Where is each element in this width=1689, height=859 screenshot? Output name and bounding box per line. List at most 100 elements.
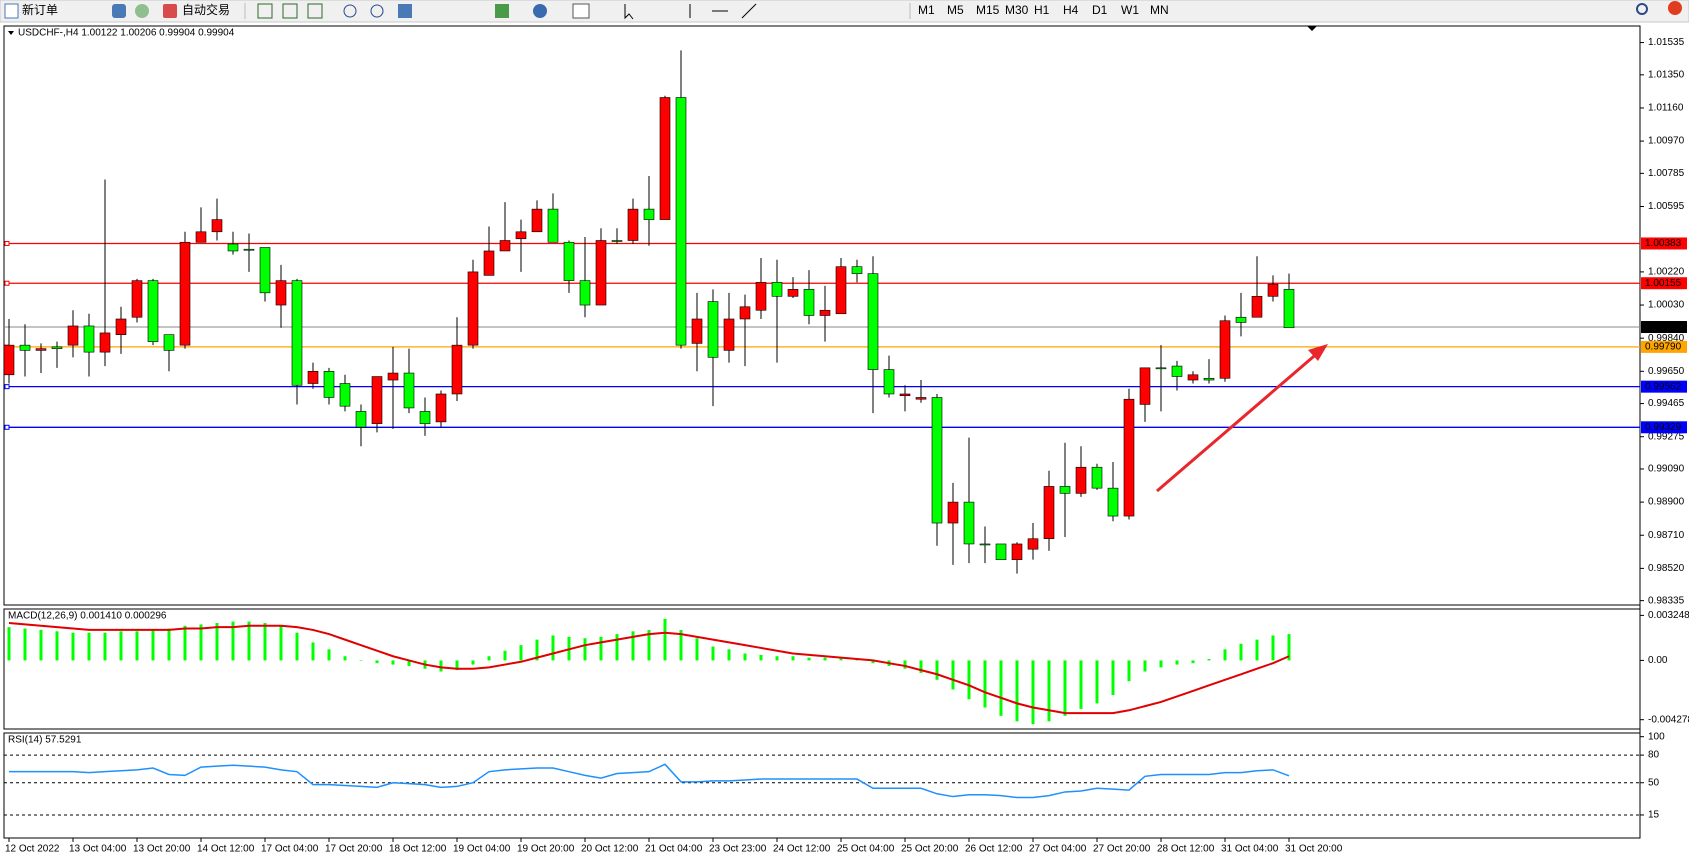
tile-icon[interactable]: [398, 4, 412, 18]
templates-icon[interactable]: [572, 3, 590, 19]
macd-bar: [999, 660, 1003, 716]
y-tick-label: 80: [1648, 750, 1660, 761]
candle-body: [1011, 543, 1023, 560]
timeframe-button[interactable]: M30: [1005, 3, 1029, 17]
candle-body: [995, 543, 1007, 560]
candle-body: [435, 393, 447, 423]
timeframe-button[interactable]: D1: [1092, 3, 1108, 17]
macd-bar: [391, 660, 395, 665]
y-tick-label: 50: [1648, 777, 1660, 788]
candle-body: [803, 289, 815, 316]
auto-trading-button[interactable]: 自动交易: [182, 2, 230, 17]
zoom-out-icon[interactable]: [370, 4, 384, 18]
macd-bar: [663, 618, 667, 661]
y-tick-label: 1.01160: [1648, 103, 1684, 114]
timeframe-button[interactable]: M5: [947, 3, 964, 17]
trendline-tool[interactable]: [741, 3, 757, 19]
macd-bar: [967, 660, 971, 700]
candle-body: [611, 240, 623, 242]
candle-body: [339, 383, 351, 407]
candle-body: [3, 344, 15, 376]
notification-badge[interactable]: [1668, 1, 1682, 15]
line-icon[interactable]: [307, 3, 323, 19]
signals-icon[interactable]: [135, 4, 149, 18]
current-price-bg: [1641, 321, 1687, 334]
macd-bar: [359, 660, 363, 661]
macd-bar: [583, 638, 587, 661]
macd-bar: [295, 632, 299, 661]
x-tick-label: 28 Oct 12:00: [1157, 844, 1215, 855]
new-order-button[interactable]: 新订单: [22, 2, 58, 17]
auto-trading-icon[interactable]: [163, 4, 177, 18]
macd-bar: [839, 657, 843, 661]
y-tick-label: 0.99465: [1648, 398, 1685, 409]
candle-body: [307, 371, 319, 384]
cursor-icon[interactable]: [624, 4, 634, 20]
macd-bar: [647, 629, 651, 661]
macd-bar: [599, 636, 603, 661]
macd-bar: [615, 634, 619, 661]
candle-body: [1091, 466, 1103, 489]
timeframe-button[interactable]: W1: [1121, 3, 1139, 17]
timeframe-button[interactable]: M15: [976, 3, 1000, 17]
candle-icon[interactable]: [282, 3, 298, 19]
macd-bar: [151, 629, 155, 661]
y-tick-label: 1.00030: [1648, 300, 1685, 311]
candle-body: [787, 289, 799, 297]
timeframe-button[interactable]: MN: [1150, 3, 1169, 17]
annotation-arrowhead: [1308, 344, 1328, 361]
timeframe-button[interactable]: H1: [1034, 3, 1050, 17]
timeframe-button[interactable]: H4: [1063, 3, 1079, 17]
candle-body: [147, 280, 159, 342]
candle-body: [259, 247, 271, 294]
x-tick-label: 27 Oct 04:00: [1029, 844, 1087, 855]
macd-bar: [791, 656, 795, 661]
candle-body: [1043, 486, 1055, 540]
zoom-in-icon[interactable]: [343, 4, 357, 18]
candle-body: [1203, 377, 1215, 381]
macd-bar: [983, 660, 987, 708]
x-tick-label: 13 Oct 20:00: [133, 844, 191, 855]
macd-bar: [215, 622, 219, 661]
search-icon[interactable]: [1636, 3, 1648, 15]
y-tick-label: -0.004278: [1648, 714, 1689, 725]
macd-bar: [279, 625, 283, 661]
new-order-icon[interactable]: [4, 3, 19, 19]
candle-body: [659, 97, 671, 220]
macd-bar: [183, 625, 187, 661]
candle-body: [595, 240, 607, 306]
timeframe-button[interactable]: M1: [918, 3, 935, 17]
candle-body: [515, 231, 527, 240]
candle-body: [531, 208, 543, 233]
candle-body: [883, 369, 895, 395]
macd-bar: [935, 660, 939, 680]
candle-body: [867, 273, 879, 370]
periods-icon[interactable]: [533, 4, 547, 18]
macd-bar: [551, 635, 555, 661]
history-icon[interactable]: [112, 4, 126, 18]
indicators-icon[interactable]: [495, 4, 509, 18]
macd-bar: [135, 631, 139, 661]
candle-body: [1251, 296, 1263, 318]
level-label: 0.99329: [1645, 422, 1682, 433]
macd-bar: [951, 660, 955, 690]
x-tick-label: 18 Oct 12:00: [389, 844, 447, 855]
candle-body: [131, 280, 143, 318]
candle-body: [707, 301, 719, 358]
candle-body: [83, 325, 95, 353]
y-tick-label: 0.99650: [1648, 366, 1685, 377]
macd-bar: [471, 660, 475, 665]
candle-body: [563, 241, 575, 281]
y-tick-label: 1.00220: [1648, 267, 1685, 278]
macd-bar: [311, 642, 315, 661]
plot: 1.01535 1.01350 1.01160 1.00970 1.00785 1.005…: [3, 37, 1689, 855]
macd-bar: [1063, 660, 1067, 716]
candle-body: [451, 344, 463, 395]
candle-body: [323, 371, 335, 398]
candle-body: [931, 397, 943, 524]
candle-body: [291, 280, 303, 386]
macd-bar: [1287, 634, 1291, 661]
macd-bar: [71, 632, 75, 661]
annotation-arrow: [1156, 349, 1321, 493]
bar-chart-icon[interactable]: [257, 3, 273, 19]
